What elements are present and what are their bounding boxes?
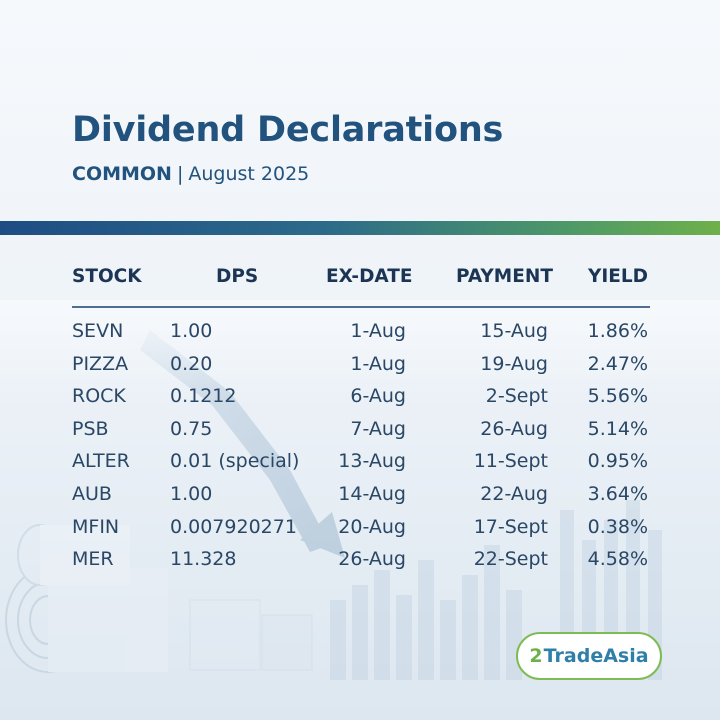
cell-yield: 2.47% (587, 352, 648, 375)
page-title: Dividend Declarations (72, 110, 504, 150)
subtitle-separator: | (176, 163, 184, 185)
cell-payment: 22-Aug (480, 482, 548, 505)
cell-stock: AUB (72, 482, 112, 505)
accent-band (0, 221, 720, 235)
cell-stock: MFIN (72, 515, 120, 538)
column-header-stock: STOCK (72, 266, 142, 287)
table-row: MER 11.328 26-Aug 22-Sept 4.58% (72, 548, 650, 581)
table-row: AUB 1.00 14-Aug 22-Aug 3.64% (72, 483, 650, 516)
cell-stock: PIZZA (72, 352, 129, 375)
logo-text: TradeAsia (543, 645, 649, 667)
column-header-yield: YIELD (587, 266, 648, 287)
cell-yield: 1.86% (587, 320, 648, 342)
cell-dps: 1.00 (170, 482, 213, 505)
header-divider (72, 306, 650, 308)
cell-yield: 0.95% (587, 450, 648, 473)
cell-ex-date: 6-Aug (350, 385, 406, 408)
table-row: PIZZA 0.20 1-Aug 19-Aug 2.47% (72, 353, 650, 386)
subtitle-category: COMMON (72, 163, 172, 185)
cell-payment: 2-Sept (485, 385, 548, 408)
cell-ex-date: 1-Aug (350, 320, 406, 342)
page-subtitle: COMMON | August 2025 (72, 163, 309, 185)
cell-ex-date: 7-Aug (350, 417, 406, 440)
cell-payment: 19-Aug (480, 352, 548, 375)
table-row: ROCK 0.1212 6-Aug 2-Sept 5.56% (72, 385, 650, 418)
subtitle-period: August 2025 (188, 163, 310, 185)
rolled-paper-illustration (5, 524, 168, 673)
column-header-ex-date: EX-DATE (326, 266, 413, 287)
logo-mark-icon: 2 (529, 645, 543, 667)
cell-yield: 0.38% (587, 515, 648, 538)
cell-stock: MER (72, 548, 114, 571)
cell-payment: 15-Aug (480, 320, 548, 342)
cell-stock: ROCK (72, 385, 126, 408)
cell-ex-date: 13-Aug (338, 450, 406, 473)
cell-dps: 0.01 (special) (170, 450, 300, 473)
table-row: SEVN 1.00 1-Aug 15-Aug 1.86% (72, 320, 650, 353)
cell-dps: 0.20 (170, 352, 213, 375)
tradeasia-logo: 2 TradeAsia (516, 632, 662, 680)
cell-ex-date: 20-Aug (338, 515, 406, 538)
cell-payment: 22-Sept (473, 548, 548, 571)
cell-dps: 0.007920271 (170, 515, 297, 538)
cell-stock: SEVN (72, 320, 124, 342)
cell-dps: 0.1212 (170, 385, 237, 408)
cell-yield: 5.56% (587, 385, 648, 408)
table-row: ALTER 0.01 (special) 13-Aug 11-Sept 0.95… (72, 450, 650, 483)
column-header-dps: DPS (216, 266, 259, 287)
cell-yield: 5.14% (587, 417, 648, 440)
cell-dps: 1.00 (170, 320, 213, 342)
cell-dps: 11.328 (170, 548, 237, 571)
cell-stock: ALTER (72, 450, 130, 473)
table-header: STOCK DPS EX-DATE PAYMENT YIELD (72, 266, 650, 296)
dividend-table: STOCK DPS EX-DATE PAYMENT YIELD SEVN 1.0… (72, 266, 650, 570)
cell-payment: 26-Aug (480, 417, 548, 440)
cell-yield: 4.58% (587, 548, 648, 571)
table-body: SEVN 1.00 1-Aug 15-Aug 1.86% PIZZA 0.20 … (72, 320, 650, 581)
cell-ex-date: 1-Aug (350, 352, 406, 375)
cell-dps: 0.75 (170, 417, 213, 440)
cell-yield: 3.64% (587, 482, 648, 505)
block-illustration (189, 599, 313, 671)
cell-ex-date: 14-Aug (338, 482, 406, 505)
cell-payment: 11-Sept (473, 450, 548, 473)
table-row: MFIN 0.007920271 20-Aug 17-Sept 0.38% (72, 516, 650, 549)
cell-ex-date: 26-Aug (338, 548, 406, 571)
column-header-payment: PAYMENT (456, 266, 553, 287)
table-row: PSB 0.75 7-Aug 26-Aug 5.14% (72, 418, 650, 451)
cell-stock: PSB (72, 417, 109, 440)
cell-payment: 17-Sept (473, 515, 548, 538)
